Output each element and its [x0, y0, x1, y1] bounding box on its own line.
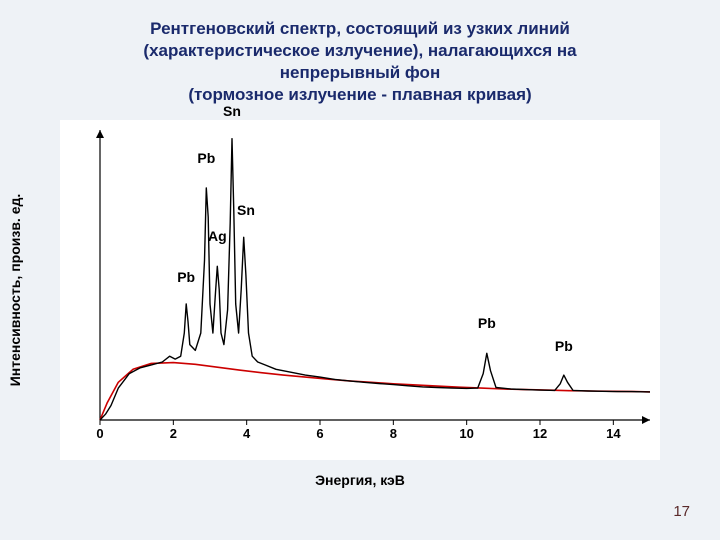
x-tick-label: 6: [316, 426, 323, 441]
peak-label: Pb: [478, 315, 496, 331]
x-tick-label: 4: [243, 426, 250, 441]
slide: Рентгеновский спектр, состоящий из узких…: [0, 0, 720, 540]
xray-spectrum-chart: Интенсивность, произв. ед. Энергия, кэВ …: [60, 120, 660, 460]
x-tick-label: 0: [96, 426, 103, 441]
chart-svg: [60, 120, 660, 460]
y-axis-label: Интенсивность, произв. ед.: [7, 194, 23, 387]
peak-label: Pb: [177, 269, 195, 285]
x-tick-label: 14: [606, 426, 620, 441]
x-tick-label: 10: [459, 426, 473, 441]
peak-label: Pb: [197, 150, 215, 166]
peak-label: Sn: [237, 202, 255, 218]
page-number: 17: [673, 503, 690, 520]
slide-title: Рентгеновский спектр, состоящий из узких…: [60, 18, 660, 106]
peak-label: Ag: [208, 228, 227, 244]
x-axis-label: Энергия, кэВ: [315, 472, 405, 488]
x-tick-label: 8: [390, 426, 397, 441]
x-tick-label: 12: [533, 426, 547, 441]
x-tick-label: 2: [170, 426, 177, 441]
peak-label: Sn: [223, 103, 241, 119]
peak-label: Pb: [555, 338, 573, 354]
